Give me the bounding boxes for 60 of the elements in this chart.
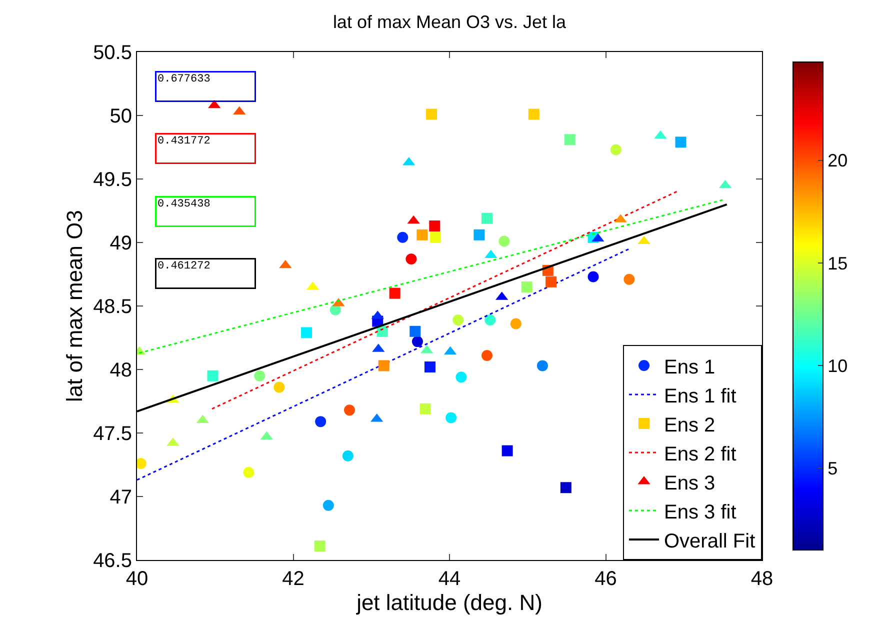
y-tick-label: 48.5 xyxy=(93,296,132,318)
legend-label: Ens 3 fit xyxy=(664,501,737,524)
point xyxy=(528,108,540,120)
x-tick-label: 46 xyxy=(594,568,617,590)
y-tick-label: 48 xyxy=(110,360,132,382)
color-bar-label: 10 xyxy=(828,356,848,376)
point xyxy=(610,144,622,156)
annotation: 0.435438 xyxy=(158,198,210,210)
x-tick-label: 42 xyxy=(282,568,304,590)
y-tick-label: 47.5 xyxy=(93,423,132,445)
point xyxy=(424,361,436,372)
color-bar-label: 20 xyxy=(828,150,848,171)
point xyxy=(314,540,326,552)
point xyxy=(378,360,390,372)
point xyxy=(536,360,548,372)
point xyxy=(342,450,354,462)
legend-label: Ens 2 xyxy=(664,414,716,436)
y-tick-label: 49 xyxy=(110,232,132,254)
legend-label: Ens 3 xyxy=(664,472,716,494)
x-tick-label: 44 xyxy=(438,568,461,590)
point xyxy=(564,134,576,146)
point xyxy=(207,370,218,382)
color-bar-label: 15 xyxy=(828,253,848,274)
point xyxy=(426,108,438,120)
y-tick-label: 47 xyxy=(110,486,132,508)
chart-title: lat of max Mean O3 vs. Jet la xyxy=(332,12,568,32)
point xyxy=(254,370,266,382)
point xyxy=(502,445,513,456)
point xyxy=(510,318,522,330)
legend-label: Ens 1 fit xyxy=(664,385,737,408)
point xyxy=(416,229,428,240)
point xyxy=(482,212,492,224)
point xyxy=(430,232,441,243)
y-tick-label: 50.5 xyxy=(93,42,132,64)
point xyxy=(484,314,496,326)
point xyxy=(243,466,254,478)
legend-label: Ens 2 fit xyxy=(664,443,737,466)
y-axis-title: lat of max mean O3 xyxy=(62,210,87,402)
point xyxy=(410,326,421,337)
annotation: 0.677633 xyxy=(158,74,210,86)
legend-label: Overall Fit xyxy=(664,530,756,552)
annotation: 0.431772 xyxy=(158,136,210,148)
point xyxy=(560,482,572,494)
point xyxy=(675,136,686,148)
point xyxy=(389,288,400,299)
y-tick-label: 50 xyxy=(110,106,132,128)
point xyxy=(588,271,599,282)
point xyxy=(452,314,464,326)
color-bar-label: 5 xyxy=(828,458,838,478)
point xyxy=(498,236,510,247)
point xyxy=(412,336,423,348)
x-axis-title: jet latitude (deg. N) xyxy=(356,590,542,615)
point xyxy=(624,274,635,285)
point xyxy=(474,229,485,240)
legend-label: Ens 1 xyxy=(664,356,716,378)
point xyxy=(521,281,532,292)
y-tick-label: 49.5 xyxy=(93,169,132,191)
x-tick-label: 48 xyxy=(750,568,774,590)
annotation: 0.461272 xyxy=(158,260,210,272)
point xyxy=(330,304,341,316)
